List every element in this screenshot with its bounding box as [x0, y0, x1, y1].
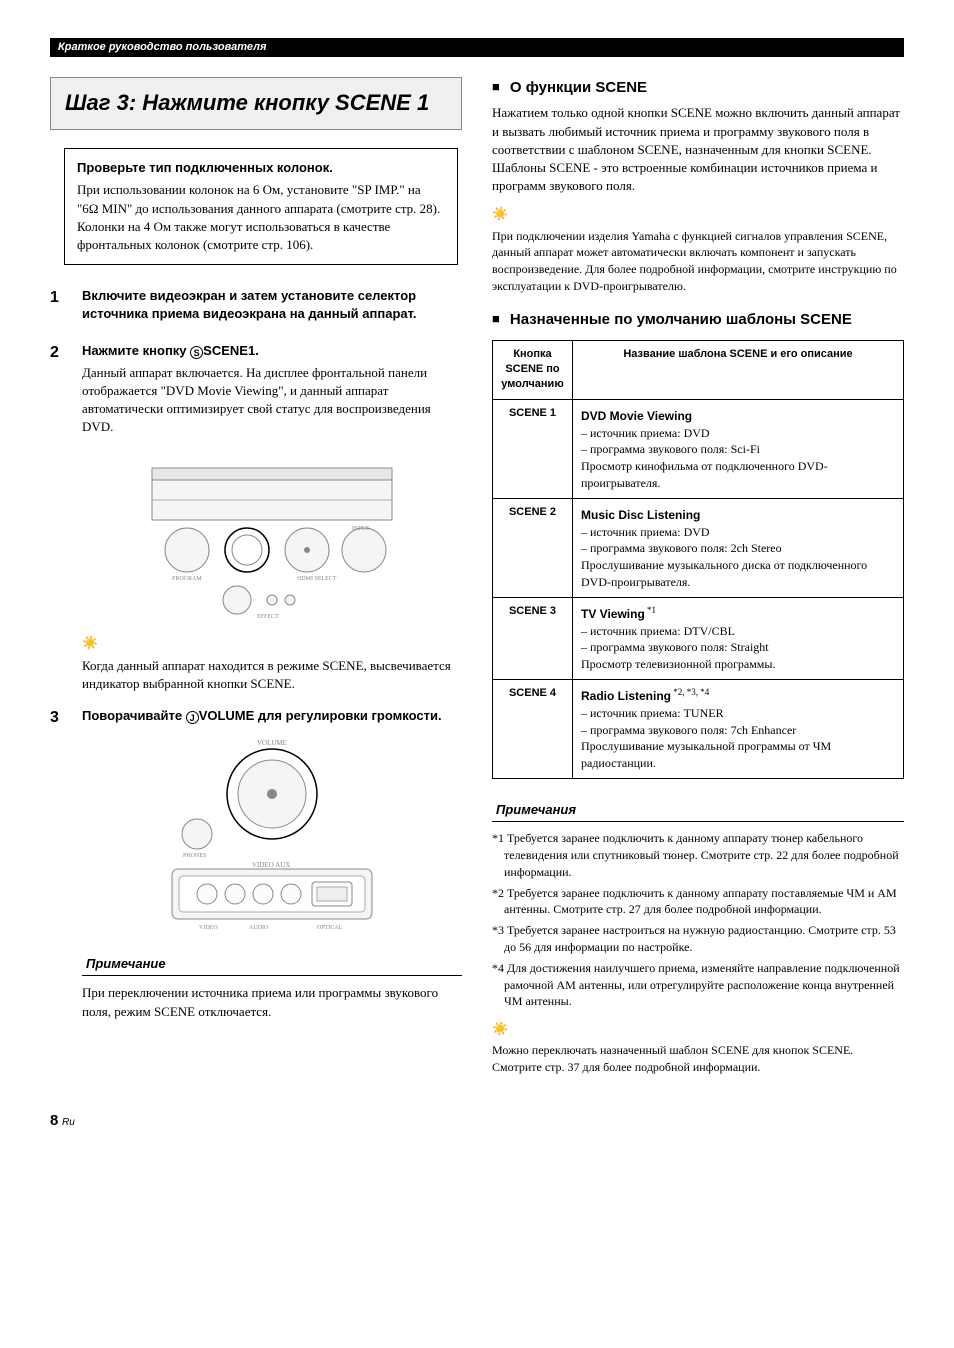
step-number: 1 — [50, 287, 68, 327]
scene-function-heading: ■ О функции SCENE — [492, 77, 904, 98]
right-column: ■ О функции SCENE Нажатием только одной … — [492, 77, 904, 1086]
scene-template-name: Radio Listening — [581, 689, 671, 703]
scene-src: – источник приема: DVD — [581, 426, 710, 440]
step-heading: Поворачивайте JVOLUME для регулировки гр… — [82, 707, 462, 725]
step-number: 2 — [50, 342, 68, 694]
final-tip: Можно переключать назначенный шаблон SCE… — [492, 1042, 904, 1076]
scene-desc: Прослушивание музыкального диска от подк… — [581, 558, 867, 589]
default-templates-heading: ■ Назначенные по умолчанию шаблоны SCENE — [492, 309, 904, 330]
svg-text:EFFECT: EFFECT — [257, 614, 279, 620]
svg-text:INPUT: INPUT — [352, 526, 370, 532]
svg-text:PROGRAM: PROGRAM — [172, 576, 202, 582]
table-header-desc: Название шаблона SCENE и его описание — [573, 340, 904, 399]
step-heading-pre: Поворачивайте — [82, 708, 186, 723]
tip-icon: ☀️ — [492, 205, 904, 223]
step-1: 1 Включите видеоэкран и затем установите… — [50, 287, 462, 327]
scene-desc: Просмотр кинофильма от подключенного DVD… — [581, 459, 828, 490]
page-footer: 8 Ru — [50, 1110, 904, 1131]
scene-prog: – программа звукового поля: 7ch Enhancer — [581, 723, 796, 737]
svg-text:HDMI SELECT: HDMI SELECT — [297, 576, 337, 582]
svg-text:VOLUME: VOLUME — [257, 739, 287, 747]
scene-src: – источник приема: TUNER — [581, 706, 724, 720]
scene-button-cell: SCENE 2 — [493, 498, 573, 597]
scene-template-name: DVD Movie Viewing — [581, 409, 692, 423]
circled-letter: S — [190, 346, 203, 359]
step-heading-post: . — [255, 343, 259, 358]
footnote: *3 Требуется заранее настроиться на нужн… — [504, 922, 904, 956]
scene-desc-cell: Radio Listening *2, *3, *4 – источник пр… — [573, 680, 904, 779]
step-body: Данный аппарат включается. На дисплее фр… — [82, 364, 462, 437]
page-lang: Ru — [62, 1117, 75, 1128]
step-title: Шаг 3: Нажмите кнопку SCENE 1 — [65, 88, 447, 119]
step-heading-pre: Нажмите кнопку — [82, 343, 190, 358]
footnote: *1 Требуется заранее подключить к данном… — [504, 830, 904, 880]
step-heading: Включите видеоэкран и затем установите с… — [82, 287, 462, 323]
footnote: *2 Требуется заранее подключить к данном… — [504, 885, 904, 919]
amplifier-volume-figure: VOLUME PHONES VIDEO AUX VIDEO AUDIO OPTI… — [157, 739, 387, 939]
section-title: Назначенные по умолчанию шаблоны SCENE — [510, 309, 852, 330]
amplifier-top-controls-figure: INPUT PROGRAM HDMI SELECT EFFECT — [142, 450, 402, 620]
circled-letter: J — [186, 711, 199, 724]
svg-text:AUDIO: AUDIO — [249, 925, 269, 931]
scene-desc: Просмотр телевизионной программы. — [581, 657, 775, 671]
two-column-layout: Шаг 3: Нажмите кнопку SCENE 1 Проверьте … — [50, 77, 904, 1086]
step-number: 3 — [50, 707, 68, 1021]
svg-text:VIDEO: VIDEO — [199, 925, 218, 931]
running-header: Краткое руководство пользователя — [50, 38, 904, 57]
section-title: О функции SCENE — [510, 77, 647, 98]
svg-text:PHONES: PHONES — [183, 853, 206, 859]
speaker-check-callout: Проверьте тип подключенных колонок. При … — [64, 148, 458, 265]
scene-desc-cell: Music Disc Listening – источник приема: … — [573, 498, 904, 597]
scene-function-body: Нажатием только одной кнопки SCENE можно… — [492, 104, 904, 195]
scene-prog: – программа звукового поля: Straight — [581, 640, 769, 654]
step-3: 3 Поворачивайте JVOLUME для регулировки … — [50, 707, 462, 1021]
page-number: 8 — [50, 1112, 58, 1129]
left-column: Шаг 3: Нажмите кнопку SCENE 1 Проверьте … — [50, 77, 462, 1086]
notes-label: Примечания — [492, 799, 904, 822]
table-row: SCENE 3 TV Viewing *1 – источник приема:… — [493, 597, 904, 679]
scene-desc-cell: TV Viewing *1 – источник приема: DTV/CBL… — [573, 597, 904, 679]
table-row: SCENE 1 DVD Movie Viewing – источник при… — [493, 399, 904, 498]
table-row: SCENE 4 Radio Listening *2, *3, *4 – ист… — [493, 680, 904, 779]
scene-template-name: TV Viewing — [581, 607, 645, 621]
step-heading: Нажмите кнопку SSCENE1. — [82, 342, 462, 360]
note-label: Примечание — [82, 953, 462, 976]
scene-src: – источник приема: DTV/CBL — [581, 624, 735, 638]
scene-templates-table: Кнопка SCENE по умолчанию Название шабло… — [492, 340, 904, 779]
scene-button-cell: SCENE 3 — [493, 597, 573, 679]
tip-body: Когда данный аппарат находится в режиме … — [82, 657, 462, 693]
scene-desc-cell: DVD Movie Viewing – источник приема: DVD… — [573, 399, 904, 498]
svg-text:OPTICAL: OPTICAL — [317, 925, 343, 931]
note-body: При переключении источника приема или пр… — [82, 984, 462, 1020]
scene-src: – источник приема: DVD — [581, 525, 710, 539]
scene-template-name: Music Disc Listening — [581, 508, 700, 522]
tip-icon: ☀️ — [492, 1020, 904, 1038]
footnote: *4 Для достижения наилучшего приема, изм… — [504, 960, 904, 1010]
callout-body: При использовании колонок на 6 Ом, устан… — [77, 181, 445, 254]
scene-function-tip: При подключении изделия Yamaha с функцие… — [492, 228, 904, 295]
tip-icon: ☀️ — [82, 634, 462, 652]
step-title-box: Шаг 3: Нажмите кнопку SCENE 1 — [50, 77, 462, 130]
black-square-bullet: ■ — [492, 77, 500, 98]
scene-prog: – программа звукового поля: Sci-Fi — [581, 442, 760, 456]
scene-prog: – программа звукового поля: 2ch Stereo — [581, 541, 782, 555]
svg-text:VIDEO AUX: VIDEO AUX — [252, 861, 290, 869]
black-square-bullet: ■ — [492, 309, 500, 330]
step-heading-post: для регулировки громкости. — [254, 708, 441, 723]
scene-desc: Прослушивание музыкальной программы от Ч… — [581, 739, 831, 770]
table-row: SCENE 2 Music Disc Listening – источник … — [493, 498, 904, 597]
step-2: 2 Нажмите кнопку SSCENE1. Данный аппарат… — [50, 342, 462, 694]
scene-button-cell: SCENE 1 — [493, 399, 573, 498]
footnote-ref: *2, *3, *4 — [671, 687, 709, 697]
step-heading-keyword: VOLUME — [199, 708, 255, 723]
footnote-ref: *1 — [645, 605, 656, 615]
scene-button-cell: SCENE 4 — [493, 680, 573, 779]
table-header-button: Кнопка SCENE по умолчанию — [493, 340, 573, 399]
step-heading-keyword: SCENE1 — [203, 343, 255, 358]
callout-title: Проверьте тип подключенных колонок. — [77, 159, 445, 177]
